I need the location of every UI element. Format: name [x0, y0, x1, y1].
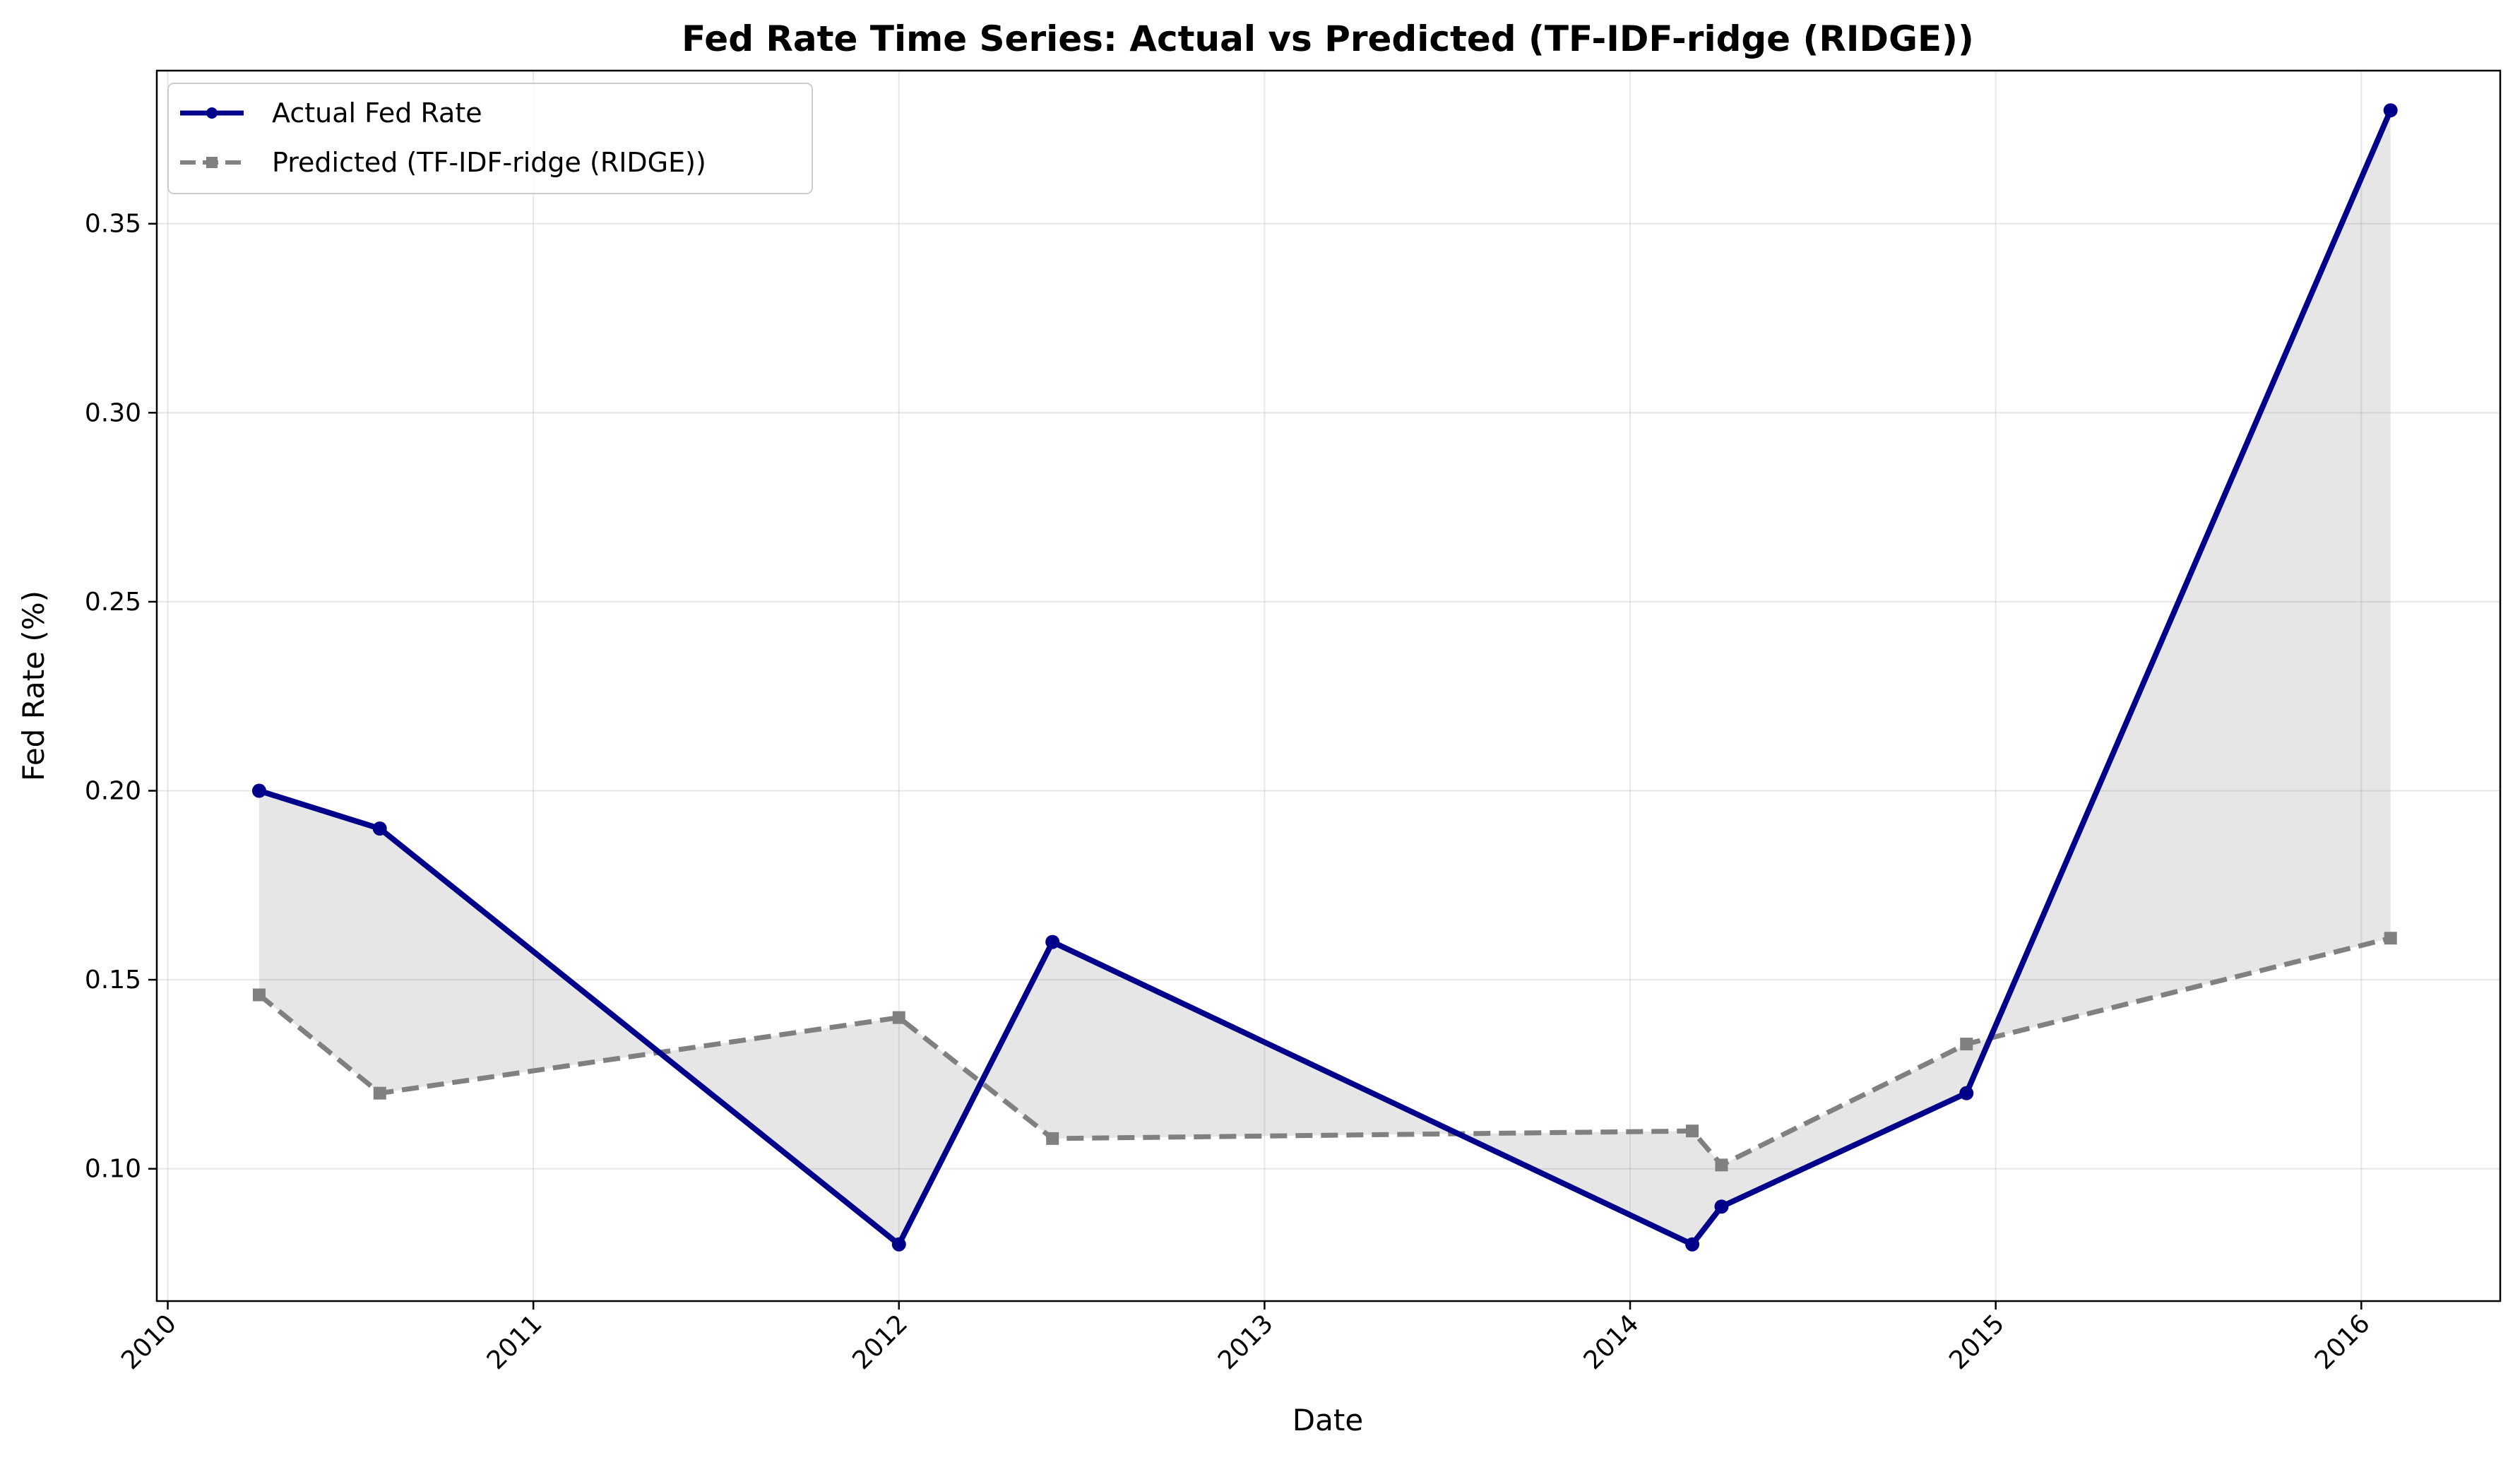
- legend-label-predicted: Predicted (TF-IDF-ridge (RIDGE)): [272, 147, 706, 178]
- y-tick-label: 0.35: [85, 210, 141, 239]
- predicted-point: [373, 1086, 386, 1100]
- actual-point: [2383, 103, 2398, 118]
- chart-title: Fed Rate Time Series: Actual vs Predicte…: [682, 18, 1974, 59]
- y-tick-label: 0.20: [85, 777, 141, 806]
- predicted-point: [892, 1011, 905, 1024]
- actual-point: [1959, 1086, 1974, 1100]
- y-axis-label: Fed Rate (%): [16, 590, 51, 781]
- predicted-point: [1960, 1038, 1973, 1051]
- predicted-point: [2384, 932, 2397, 945]
- y-tick-label: 0.10: [85, 1155, 141, 1184]
- actual-point: [1714, 1199, 1729, 1214]
- actual-point: [251, 783, 266, 798]
- actual-point: [1045, 934, 1060, 949]
- actual-point: [1685, 1237, 1700, 1252]
- legend-label-actual: Actual Fed Rate: [272, 97, 482, 129]
- legend-frame: [167, 83, 813, 194]
- x-axis-label: Date: [1292, 1403, 1363, 1437]
- series-lines: [251, 103, 2398, 1252]
- legend-predicted-marker: [206, 157, 218, 168]
- actual-series-line: [258, 109, 2394, 1247]
- y-tick-label: 0.30: [85, 398, 141, 427]
- predicted-point: [1715, 1158, 1728, 1172]
- predicted-point: [1046, 1132, 1059, 1145]
- predicted-series-line: [257, 935, 2391, 1168]
- y-tick-label: 0.15: [85, 966, 141, 995]
- actual-point: [891, 1237, 906, 1252]
- predicted-point: [1686, 1124, 1699, 1138]
- grid: [157, 71, 2500, 1301]
- actual-point: [372, 821, 387, 836]
- legend-actual-marker: [206, 107, 218, 119]
- plot-frame: [155, 69, 2502, 1302]
- y-tick-label: 0.25: [85, 588, 141, 617]
- predicted-point: [252, 988, 266, 1002]
- legend: Actual Fed Rate Predicted (TF-IDF-ridge …: [167, 83, 813, 194]
